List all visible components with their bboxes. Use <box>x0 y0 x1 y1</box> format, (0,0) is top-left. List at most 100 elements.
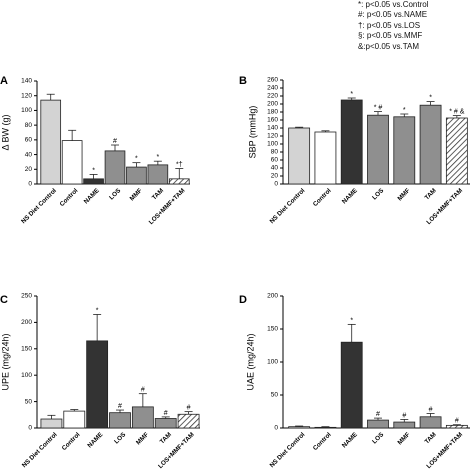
chart-panel-c: C UPE (mg/24h) 0 50 100 150 200 250 NS Diet Cont… <box>0 293 200 470</box>
panel-label: B <box>239 75 247 87</box>
y-tick-label: 200 <box>267 293 278 300</box>
bar <box>288 426 311 429</box>
x-tick-label: LOS <box>371 187 385 201</box>
y-tick-label: 220 <box>267 93 278 100</box>
legend-line: #: p<0.05 vs.NAME <box>358 10 428 20</box>
legend-line: †: p<0.05 vs.LOS <box>358 20 421 30</box>
chart-panel-a: A Δ BW (g) 0 20 40 60 80 100 120 140 NS Diet Contr… <box>0 75 190 226</box>
y-tick-label: 0 <box>28 425 32 432</box>
y-tick-label: 60 <box>25 137 33 144</box>
significance-mark: # <box>118 403 122 410</box>
bar <box>419 104 442 185</box>
y-axis-label: UAE (mg/24h) <box>245 333 255 390</box>
y-tick-label: 140 <box>21 78 32 85</box>
significance-mark: # <box>187 405 191 412</box>
bar <box>340 99 363 185</box>
y-tick-label: 120 <box>21 92 32 99</box>
y-tick-label: 150 <box>267 326 278 333</box>
significance-mark: * <box>96 307 99 314</box>
significance-mark: *† <box>176 162 183 169</box>
x-tick-label: TAM <box>159 431 173 445</box>
bar <box>445 117 468 185</box>
bar <box>109 412 131 429</box>
y-tick-label: 20 <box>271 173 279 180</box>
y-tick-label: 0 <box>28 181 32 188</box>
bar <box>445 424 468 429</box>
y-tick-label: 20 <box>25 166 33 173</box>
y-tick-label: 100 <box>21 372 32 379</box>
bar <box>131 406 154 429</box>
bar <box>367 114 389 185</box>
x-tick-label: NS Diet Control <box>21 431 59 469</box>
significance-mark: # <box>402 412 406 419</box>
y-tick-label: 40 <box>25 151 33 158</box>
bar <box>154 418 177 429</box>
x-tick-label: NAME <box>83 187 101 205</box>
x-tick-label: NS Diet Control <box>269 431 307 469</box>
x-tick-label: TAM <box>151 187 165 201</box>
x-tick-label: Control <box>312 187 333 208</box>
bar <box>104 150 126 185</box>
bar <box>288 127 311 185</box>
y-tick-label: 260 <box>267 77 278 84</box>
x-tick-label: MMF <box>396 431 411 446</box>
y-tick-label: 0 <box>274 181 278 188</box>
x-tick-label: MMF <box>129 187 144 202</box>
significance-mark: * # <box>374 105 383 112</box>
bar <box>83 178 104 185</box>
y-tick-label: 150 <box>21 346 32 353</box>
bar <box>168 178 190 185</box>
x-tick-label: NS Diet Control <box>269 187 307 225</box>
y-axis-label: UPE (mg/24h) <box>0 333 10 390</box>
x-tick-label: Control <box>312 431 333 452</box>
significance-mark: # <box>164 410 168 417</box>
bar <box>147 164 169 185</box>
y-tick-label: 0 <box>274 425 278 432</box>
x-tick-label: Control <box>59 187 80 208</box>
significance-mark: * <box>350 317 353 324</box>
bar <box>393 116 416 185</box>
significance-mark: # <box>113 138 117 145</box>
y-tick-label: 80 <box>271 149 279 156</box>
bar <box>86 340 109 429</box>
y-tick-label: 200 <box>267 101 278 108</box>
y-tick-label: 140 <box>267 125 278 132</box>
y-tick-label: 40 <box>271 165 279 172</box>
legend-line: *: p<0.05 vs.Control <box>358 0 429 9</box>
y-tick-label: 200 <box>21 319 32 326</box>
x-tick-label: NAME <box>341 187 359 205</box>
significance-mark: # <box>455 418 459 425</box>
bar <box>40 418 63 429</box>
bar <box>63 410 86 429</box>
x-tick-label: NAME <box>86 431 104 449</box>
bar <box>314 131 337 185</box>
x-tick-label: NS Diet Control <box>20 187 58 225</box>
significance-mark: * <box>350 91 353 98</box>
panel-label: A <box>0 75 8 87</box>
x-tick-label: TAM <box>424 431 438 445</box>
x-tick-label: LOS <box>108 187 122 201</box>
y-tick-label: 160 <box>267 117 278 124</box>
x-tick-label: Control <box>61 431 82 452</box>
y-tick-label: 50 <box>25 398 33 405</box>
legend-line: §: p<0.05 vs.MMF <box>358 31 423 41</box>
significance-mark: * <box>135 156 138 163</box>
bar <box>61 140 83 185</box>
bar <box>393 421 416 429</box>
y-tick-label: 80 <box>25 122 33 129</box>
bar <box>367 419 389 429</box>
x-tick-label: NAME <box>341 431 359 449</box>
significance-mark: # <box>141 387 145 394</box>
significance-mark: # <box>376 411 380 418</box>
chart-panel-b: B SBP (mmHg) 02040608010012014016018020022… <box>239 75 470 226</box>
significance-mark: * # & <box>449 109 465 116</box>
panel-label: D <box>239 294 247 306</box>
x-tick-label: MMF <box>135 431 150 446</box>
significance-mark: # <box>429 406 433 413</box>
legend-line: &:p<0.05 vs.TAM <box>358 41 419 51</box>
bar <box>314 426 337 429</box>
significance-mark: * <box>429 95 432 102</box>
significance-mark: * <box>403 107 406 114</box>
bar <box>419 416 442 429</box>
